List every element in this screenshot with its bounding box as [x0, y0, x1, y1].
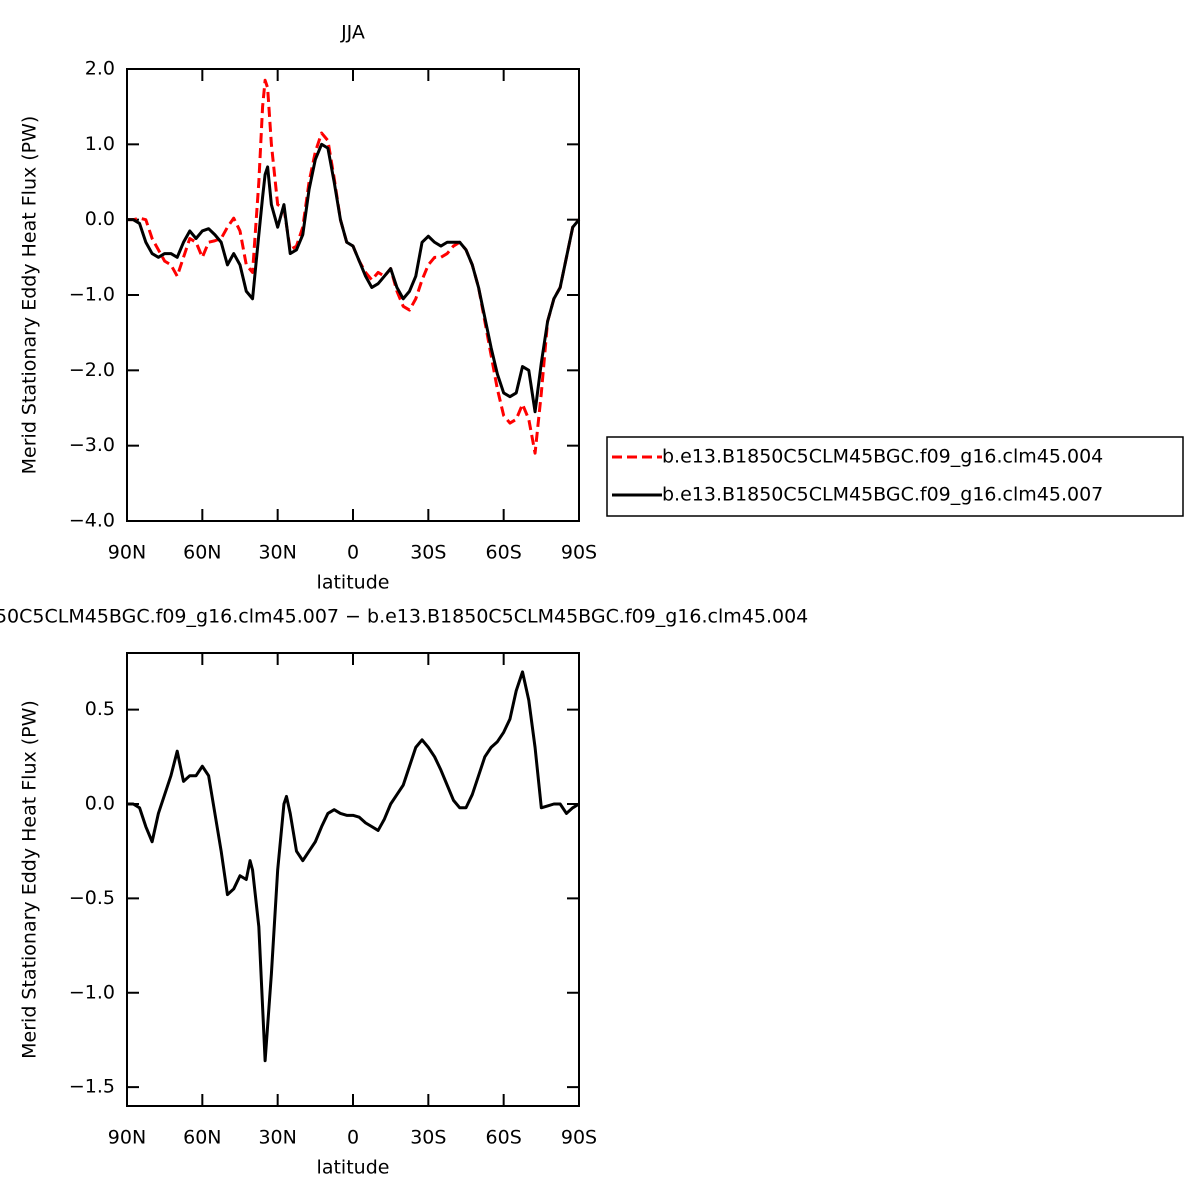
x-tick-label: 30S — [410, 542, 446, 564]
y-axis-label: Merid Stationary Eddy Heat Flux (PW) — [19, 700, 41, 1059]
y-tick-label: −1.0 — [69, 981, 115, 1003]
line-series — [127, 670, 580, 1063]
chart-title: JJA — [340, 22, 365, 44]
y-tick-label: 0.0 — [85, 793, 115, 815]
x-tick-label: 60N — [183, 542, 221, 564]
x-tick-label: 90S — [561, 542, 597, 564]
line-series — [127, 142, 581, 414]
y-tick-label: −4.0 — [69, 510, 115, 532]
y-tick-label: −2.0 — [69, 359, 115, 381]
legend-label: b.e13.B1850C5CLM45BGC.f09_g16.clm45.004 — [662, 446, 1103, 468]
plot-frame — [126, 68, 580, 522]
x-tick-label: 60S — [486, 1127, 522, 1149]
y-tick-label: −1.5 — [69, 1076, 115, 1098]
legend-label: b.e13.B1850C5CLM45BGC.f09_g16.clm45.007 — [662, 484, 1103, 506]
x-axis-label: latitude — [317, 572, 390, 594]
plot-frame — [126, 652, 580, 1107]
x-tick-label: 60S — [486, 542, 522, 564]
legend-box — [606, 436, 1184, 517]
y-tick-label: −1.0 — [69, 284, 115, 306]
y-tick-label: 0.5 — [85, 698, 115, 720]
x-tick-label: 60N — [183, 1127, 221, 1149]
x-tick-label: 30N — [258, 1127, 296, 1149]
y-tick-label: −0.5 — [69, 887, 115, 909]
x-axis-label: latitude — [317, 1157, 390, 1179]
y-tick-label: 0.0 — [85, 208, 115, 230]
x-tick-label: 90N — [108, 542, 146, 564]
x-tick-label: 30N — [258, 542, 296, 564]
chart-title: b.e13.B1850C5CLM45BGC.f09_g16.clm45.007 … — [0, 606, 808, 628]
y-tick-label: 1.0 — [85, 133, 115, 155]
x-tick-label: 0 — [347, 1127, 359, 1149]
y-axis-label: Merid Stationary Eddy Heat Flux (PW) — [19, 116, 41, 475]
x-tick-label: 90S — [561, 1127, 597, 1149]
x-tick-label: 90N — [108, 1127, 146, 1149]
x-tick-label: 30S — [410, 1127, 446, 1149]
y-tick-label: 2.0 — [85, 58, 115, 80]
x-tick-label: 0 — [347, 542, 359, 564]
y-tick-label: −3.0 — [69, 434, 115, 456]
